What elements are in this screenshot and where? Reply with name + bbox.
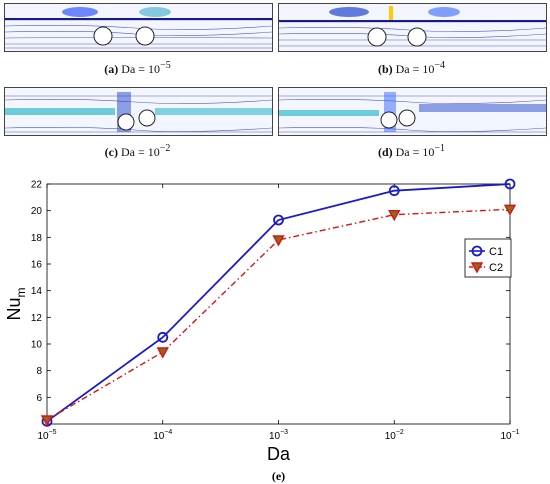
x-axis-label: Da: [267, 444, 291, 464]
caption-exponent: −4: [434, 60, 446, 71]
x-tick-label: 10−1: [500, 429, 519, 442]
panel-caption-c: (c) Da = 10−2: [4, 143, 271, 160]
data-point-c2: [388, 209, 401, 222]
x-tick-label: 10−2: [385, 429, 404, 442]
caption-text: Da = 10: [395, 62, 435, 76]
panel-caption-a: (a) Da = 10−5: [4, 60, 271, 77]
caption-exponent: −5: [160, 60, 171, 71]
series-layer: [40, 178, 517, 427]
streamline-image: [5, 4, 272, 51]
streamline-panel-a: [4, 3, 273, 52]
y-tick-label: 14: [31, 286, 43, 297]
y-tick-label: 18: [31, 233, 43, 244]
panel-caption-d: (d) Da = 10−1: [278, 143, 545, 160]
y-tick-label: 22: [31, 180, 43, 191]
data-point-c1: [504, 178, 516, 190]
data-point-c1: [273, 214, 284, 226]
x-tick-label: 10−3: [269, 429, 288, 442]
streamline-panel-b: [278, 3, 547, 52]
y-tick-label: 6: [36, 393, 42, 404]
y-tick-label: 12: [31, 313, 43, 324]
data-point-c1: [388, 185, 400, 197]
data-point-c2: [272, 235, 285, 247]
streamline-image: [5, 88, 272, 135]
caption-exponent: −1: [434, 143, 446, 154]
legend-marker-c2: [470, 262, 484, 274]
axes: 6 8 10 12 14 16 18 20 22 10−5 10−4 10−3 10−2 10−1 Da Nu…: [4, 180, 520, 465]
caption-text: Da = 10: [120, 145, 160, 159]
y-axis-label: Num: [4, 287, 28, 320]
streamline-panel-d: [278, 87, 547, 136]
chart-caption: (e): [272, 469, 285, 483]
legend-label-c1: C1: [489, 246, 503, 258]
data-point-c2: [156, 347, 169, 359]
caption-text: Da = 10: [395, 145, 435, 159]
series-line-c1: [46, 183, 511, 423]
data-point-c2: [40, 415, 54, 427]
streamline-panel-c: [4, 87, 273, 136]
legend-label-c2: C2: [489, 262, 503, 274]
nusselt-line-chart: 6 8 10 12 14 16 18 20 22 10−5 10−4 10−3 10−2 10−1 Da Nu…: [4, 178, 520, 483]
caption-letter: (b): [377, 62, 393, 76]
caption-letter: (a): [104, 62, 119, 76]
caption-text: Da = 10: [121, 62, 161, 76]
streamline-image: [279, 4, 546, 51]
streamline-image: [279, 88, 546, 135]
y-tick-label: 20: [31, 206, 43, 217]
caption-letter: (c): [104, 145, 118, 159]
legend-marker-c1: [471, 245, 483, 257]
data-point-c2: [503, 204, 517, 216]
y-tick-label: 8: [36, 366, 42, 377]
panel-caption-b: (b) Da = 10−4: [278, 60, 545, 77]
caption-exponent: −2: [159, 143, 171, 154]
x-tick-label: 10−4: [153, 429, 172, 442]
legend-box: [464, 238, 512, 278]
x-tick-label: 10−5: [37, 429, 56, 442]
caption-letter: (d): [377, 145, 393, 159]
y-tick-label: 10: [31, 340, 43, 351]
data-point-c1: [157, 331, 169, 343]
y-tick-label: 16: [31, 260, 43, 271]
